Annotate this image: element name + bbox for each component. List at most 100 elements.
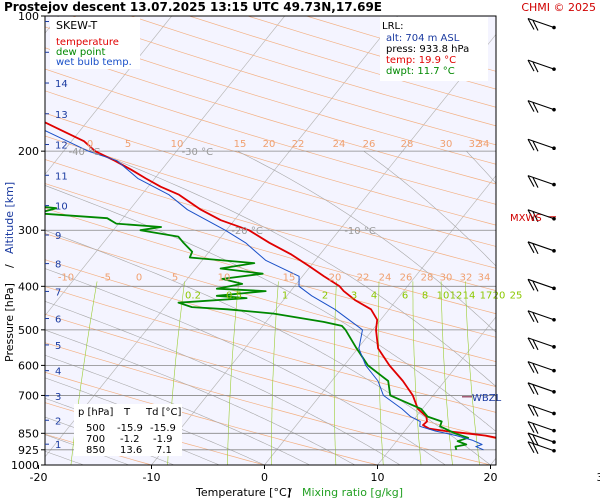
dry-adiabat-line — [45, 135, 496, 269]
temperature-line — [45, 121, 496, 439]
dry-adiabat-label: 24 — [379, 272, 392, 283]
dry-adiabat-label: 28 — [421, 272, 434, 283]
dry-adiabat-label: 15 — [234, 139, 247, 150]
table-header-p: p [hPa] — [78, 407, 113, 418]
isotherm-line — [377, 316, 496, 465]
wind-barb — [527, 175, 556, 188]
y-tick-label: 300 — [18, 224, 39, 237]
dry-adiabat-label: 32 — [469, 139, 482, 150]
dry-adiabat-line — [45, 68, 496, 205]
isotherm-label: -40 °C — [69, 147, 101, 158]
dry-adiabat-line — [45, 183, 496, 315]
moist-adiabat-line — [45, 377, 265, 465]
lrl-dwpt: dwpt: 11.7 °C — [386, 66, 455, 77]
lrl-box: LRL: alt: 704 m ASL press: 933.8 hPa tem… — [380, 17, 488, 81]
isotherm-label: -20 °C — [231, 226, 263, 237]
table-cell-p-500: 500 — [86, 423, 105, 434]
table-cell-t-500: -15.9 — [117, 423, 143, 434]
mixing-ratio-label: 12 — [450, 290, 463, 301]
dry-adiabat-label: 0 — [87, 139, 93, 150]
isotherm-line — [45, 16, 398, 458]
mixing-ratio-label: 2 — [322, 290, 328, 301]
altitude-label: 6 — [55, 315, 61, 326]
chart-title: Prostejov descent 13.07.2025 13:15 UTC 4… — [4, 0, 382, 14]
mixing-ratio-line — [333, 281, 337, 465]
x-axis-label-temperature: Temperature [°C] — [195, 486, 291, 499]
x-tick-label: 0 — [261, 471, 268, 484]
y-tick-label: 600 — [18, 359, 39, 372]
altitude-label: 11 — [55, 171, 68, 182]
altitude-label: 10 — [55, 202, 68, 213]
x-axis-label-separator: / — [288, 486, 292, 499]
table-cell-p-850: 850 — [86, 445, 105, 456]
mixing-ratio-line — [440, 281, 453, 465]
mixing-ratio-line — [70, 281, 98, 465]
isotherm-line — [151, 33, 496, 465]
mixing-ratio-label: 6 — [402, 290, 408, 301]
x-axis-label-mixing: Mixing ratio [g/kg] — [302, 486, 403, 499]
mixing-ratio-line — [227, 281, 239, 465]
dry-adiabat-line — [45, 112, 496, 247]
dry-adiabat-label: 30 — [440, 139, 453, 150]
x-axis-label: Temperature [°C] / Mixing ratio [g/kg] — [195, 486, 403, 499]
mixing-ratio-line — [271, 281, 279, 465]
wind-barb — [527, 441, 556, 454]
mixing-ratio-label: 0.2 — [185, 290, 201, 301]
dry-adiabat-line — [45, 159, 496, 291]
table-cell-td-500: -15.9 — [150, 423, 176, 434]
mixing-ratio-label: 4 — [371, 290, 377, 301]
credit-label: CHMI © 2025 — [521, 1, 596, 14]
dry-adiabat-label: -5 — [101, 272, 111, 283]
y-tick-label: 850 — [18, 427, 39, 440]
wind-barb — [527, 403, 556, 417]
wind-barb — [527, 100, 556, 113]
mixing-ratio-label: 1 — [282, 290, 288, 301]
y-tick-label: 400 — [18, 280, 39, 293]
isotherm-line — [45, 16, 172, 175]
table-cell-td-700: -1.9 — [153, 434, 173, 445]
dry-adiabat-label: 10 — [171, 139, 184, 150]
wind-barb — [527, 432, 556, 446]
mxws-label: MXWS — [510, 213, 542, 224]
plot-frame — [44, 15, 497, 466]
isotherm-label: -30 °C — [182, 147, 214, 158]
dry-adiabat-label: 22 — [357, 272, 370, 283]
y-axis-label-altitude: Altitude [km] — [3, 182, 16, 254]
y-axis-label-pressure: Pressure [hPa] — [3, 283, 16, 362]
plot-area — [45, 16, 496, 465]
y-tick-label: 500 — [18, 324, 39, 337]
dry-adiabat-label: 34 — [477, 139, 490, 150]
mixing-ratio-label: 3 — [351, 290, 357, 301]
table-background — [74, 404, 182, 456]
y-tick-label: 100 — [18, 10, 39, 23]
altitude-label: 7 — [55, 287, 61, 298]
dry-adiabat-label: 15 — [283, 272, 296, 283]
moist-adiabat-line — [363, 150, 496, 267]
dry-adiabat-label: 20 — [329, 272, 342, 283]
mixing-ratio-line — [465, 281, 480, 465]
dry-adiabat-label: 26 — [363, 139, 376, 150]
lrl-title: LRL: — [382, 21, 403, 32]
y-axis-label: Pressure [hPa] / Altitude [km] — [3, 182, 16, 362]
x-tick-label: 10 — [371, 471, 385, 484]
legend-box — [50, 17, 140, 69]
table-cell-td-850: 7.1 — [156, 445, 172, 456]
dry-adiabat-label: 22 — [292, 139, 305, 150]
legend-item-temperature: temperature — [56, 37, 119, 48]
altitude-label: 5 — [55, 341, 61, 352]
y-tick-label: 700 — [18, 389, 39, 402]
legend: SKEW-T temperature dew point wet bulb te… — [50, 17, 140, 69]
lrl-press: press: 933.8 hPa — [386, 44, 469, 55]
table-header-td: Td [°C] — [145, 407, 182, 418]
wind-barb — [527, 241, 556, 255]
dry-adiabat-label: 24 — [333, 139, 346, 150]
wind-barb — [527, 59, 556, 73]
dry-adiabat-label: 0 — [136, 272, 142, 283]
dry-adiabat-label: 30 — [440, 272, 453, 283]
altitude-label: 1 — [55, 440, 61, 451]
wind-barb — [527, 278, 556, 292]
wetbulb-line — [45, 130, 484, 451]
altitude-label: 8 — [55, 260, 61, 271]
legend-title: SKEW-T — [56, 19, 98, 32]
